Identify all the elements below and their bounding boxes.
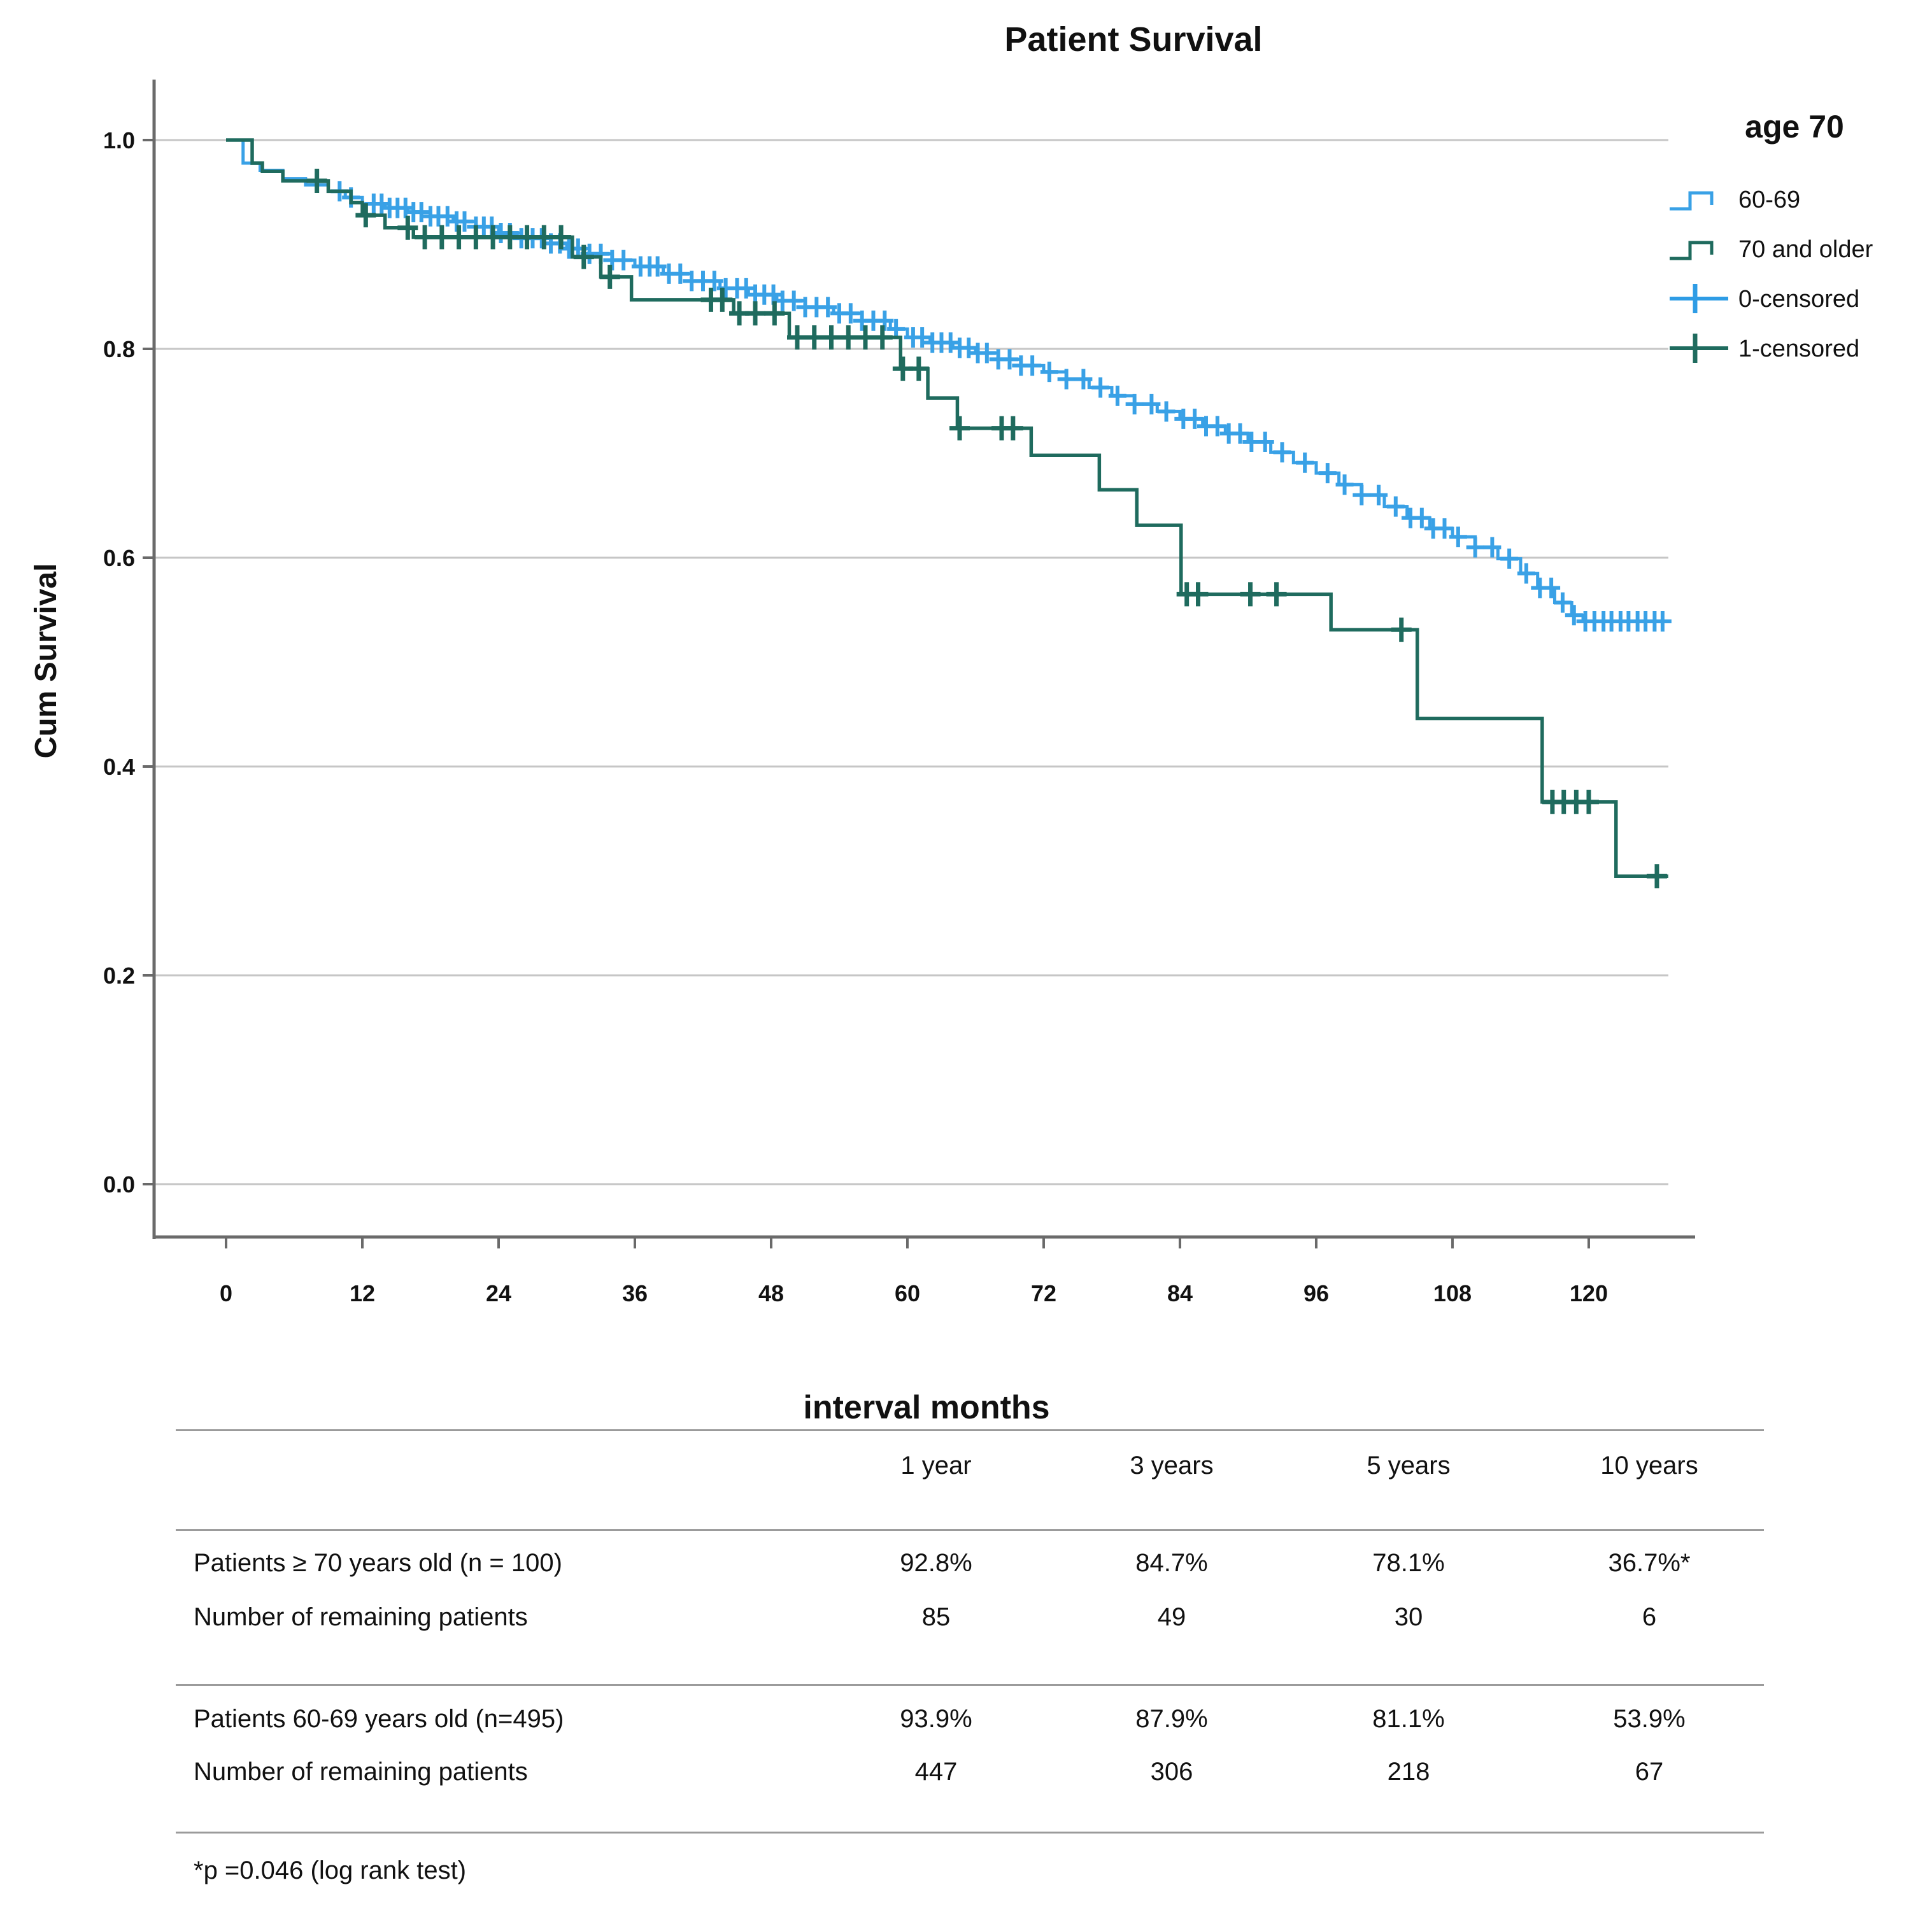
legend-title: age 70 bbox=[1745, 109, 1844, 145]
legend-label: 60-69 bbox=[1738, 187, 1800, 213]
row-label-remaining-60-69: Number of remaining patients bbox=[194, 1758, 528, 1786]
row-label-70plus: Patients ≥ 70 years old (n = 100) bbox=[194, 1549, 562, 1577]
cell: 218 bbox=[1387, 1758, 1430, 1786]
legend: 60-69 70 and older 0-censored 1-censored bbox=[1670, 187, 1873, 363]
x-tick-label: 12 bbox=[350, 1280, 375, 1306]
y-axis-title: Cum Survival bbox=[29, 563, 63, 759]
cell: 85 bbox=[921, 1603, 951, 1631]
cell: 447 bbox=[914, 1758, 958, 1786]
y-tick-label: 1.0 bbox=[103, 127, 135, 153]
legend-item-70-and-older: 70 and older bbox=[1670, 236, 1873, 263]
col-header-3years: 3 years bbox=[1130, 1452, 1214, 1480]
x-tick-label: 108 bbox=[1433, 1280, 1472, 1306]
table-row: Patients 60-69 years old (n=495) 93.9% 8… bbox=[0, 1700, 1932, 1738]
cell: 30 bbox=[1394, 1603, 1423, 1631]
y-tick-label: 0.8 bbox=[103, 336, 135, 362]
cell: 6 bbox=[1642, 1603, 1657, 1631]
x-tick-label: 84 bbox=[1167, 1280, 1193, 1306]
censor-marks-70-plus bbox=[306, 168, 1667, 889]
p-value-footnote: *p =0.046 (log rank test) bbox=[194, 1856, 467, 1884]
cell: 87.9% bbox=[1135, 1705, 1208, 1733]
km-curve-60-69 bbox=[226, 138, 1668, 623]
table-rule-header bbox=[176, 1529, 1764, 1531]
censor-marks-60-69 bbox=[330, 181, 1672, 632]
x-tick-label: 120 bbox=[1570, 1280, 1608, 1306]
table-row: Number of remaining patients 447 306 218… bbox=[0, 1753, 1932, 1791]
x-axis-title: interval months bbox=[803, 1389, 1049, 1426]
chart-title: Patient Survival bbox=[1004, 20, 1262, 59]
row-label-60-69: Patients 60-69 years old (n=495) bbox=[194, 1705, 564, 1733]
row-label-remaining-70plus: Number of remaining patients bbox=[194, 1603, 528, 1631]
cell: 67 bbox=[1635, 1758, 1664, 1786]
cell: 81.1% bbox=[1372, 1705, 1445, 1733]
km-curves bbox=[226, 138, 1672, 889]
cell: 78.1% bbox=[1372, 1549, 1445, 1577]
table-row: Number of remaining patients 85 49 30 6 bbox=[0, 1598, 1932, 1636]
legend-label: 0-censored bbox=[1738, 286, 1859, 313]
x-tick-label: 24 bbox=[486, 1280, 511, 1306]
cell: 53.9% bbox=[1613, 1705, 1686, 1733]
y-tick-label: 0.4 bbox=[103, 754, 135, 780]
cell: 92.8% bbox=[900, 1549, 972, 1577]
gridlines bbox=[155, 139, 1668, 1185]
col-header-1year: 1 year bbox=[900, 1452, 972, 1480]
x-tick-label: 36 bbox=[622, 1280, 648, 1306]
legend-label: 70 and older bbox=[1738, 236, 1873, 263]
cell: 36.7%* bbox=[1608, 1549, 1691, 1577]
y-tick-label: 0.0 bbox=[103, 1171, 135, 1198]
legend-item-0-censored: 0-censored bbox=[1670, 284, 1859, 313]
x-tick-label: 60 bbox=[895, 1280, 920, 1306]
table-rule-bottom bbox=[176, 1832, 1764, 1834]
survival-chart: 1.0 0.8 0.6 0.4 0.2 0.0 0 12 24 36 48 60 72 84 96 108 12… bbox=[29, 20, 1873, 1426]
table-rule-mid bbox=[176, 1684, 1764, 1686]
legend-item-60-69: 60-69 bbox=[1670, 187, 1800, 213]
cell: 93.9% bbox=[900, 1705, 972, 1733]
table-header-row: 1 year 3 years 5 years 10 years bbox=[0, 1446, 1932, 1485]
legend-item-1-censored: 1-censored bbox=[1670, 334, 1859, 363]
table-rule-top bbox=[176, 1429, 1764, 1431]
table-row: Patients ≥ 70 years old (n = 100) 92.8% … bbox=[0, 1544, 1932, 1582]
x-tick-label: 96 bbox=[1303, 1280, 1329, 1306]
axes: 1.0 0.8 0.6 0.4 0.2 0.0 0 12 24 36 48 60 72 84 96 108 12… bbox=[103, 80, 1695, 1306]
y-tick-label: 0.2 bbox=[103, 963, 135, 989]
y-tick-label: 0.6 bbox=[103, 545, 135, 571]
cell: 306 bbox=[1150, 1758, 1193, 1786]
cell: 84.7% bbox=[1135, 1549, 1208, 1577]
x-tick-label: 0 bbox=[220, 1280, 232, 1306]
cell: 49 bbox=[1157, 1603, 1186, 1631]
col-header-5years: 5 years bbox=[1367, 1452, 1451, 1480]
x-tick-label: 48 bbox=[758, 1280, 784, 1306]
x-tick-label: 72 bbox=[1031, 1280, 1056, 1306]
legend-label: 1-censored bbox=[1738, 336, 1859, 362]
col-header-10years: 10 years bbox=[1600, 1452, 1698, 1480]
